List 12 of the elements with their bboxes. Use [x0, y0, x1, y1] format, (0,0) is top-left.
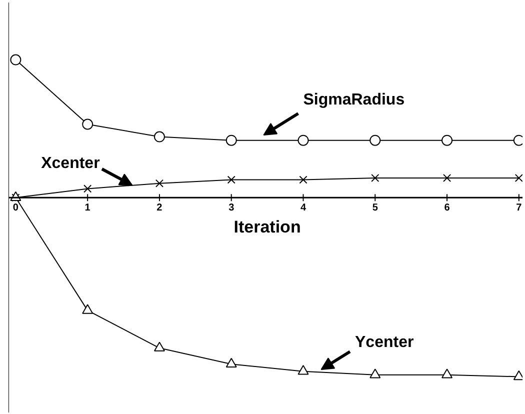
x-tick-label: 1 — [84, 202, 91, 214]
series-label: Xcenter — [41, 155, 100, 172]
x-tick-label: 5 — [372, 202, 378, 214]
x-tick-label: 2 — [156, 202, 163, 214]
series-label: Ycenter — [355, 334, 414, 352]
x-tick-label: 4 — [300, 202, 306, 214]
x-tick-label: 6 — [444, 202, 450, 214]
x-axis-title: Iteration — [234, 218, 301, 237]
x-tick-label: 3 — [228, 202, 235, 214]
x-tick-label: 0 — [12, 202, 19, 214]
series-label: SigmaRadius — [303, 92, 405, 109]
x-tick-label: 7 — [516, 202, 522, 214]
